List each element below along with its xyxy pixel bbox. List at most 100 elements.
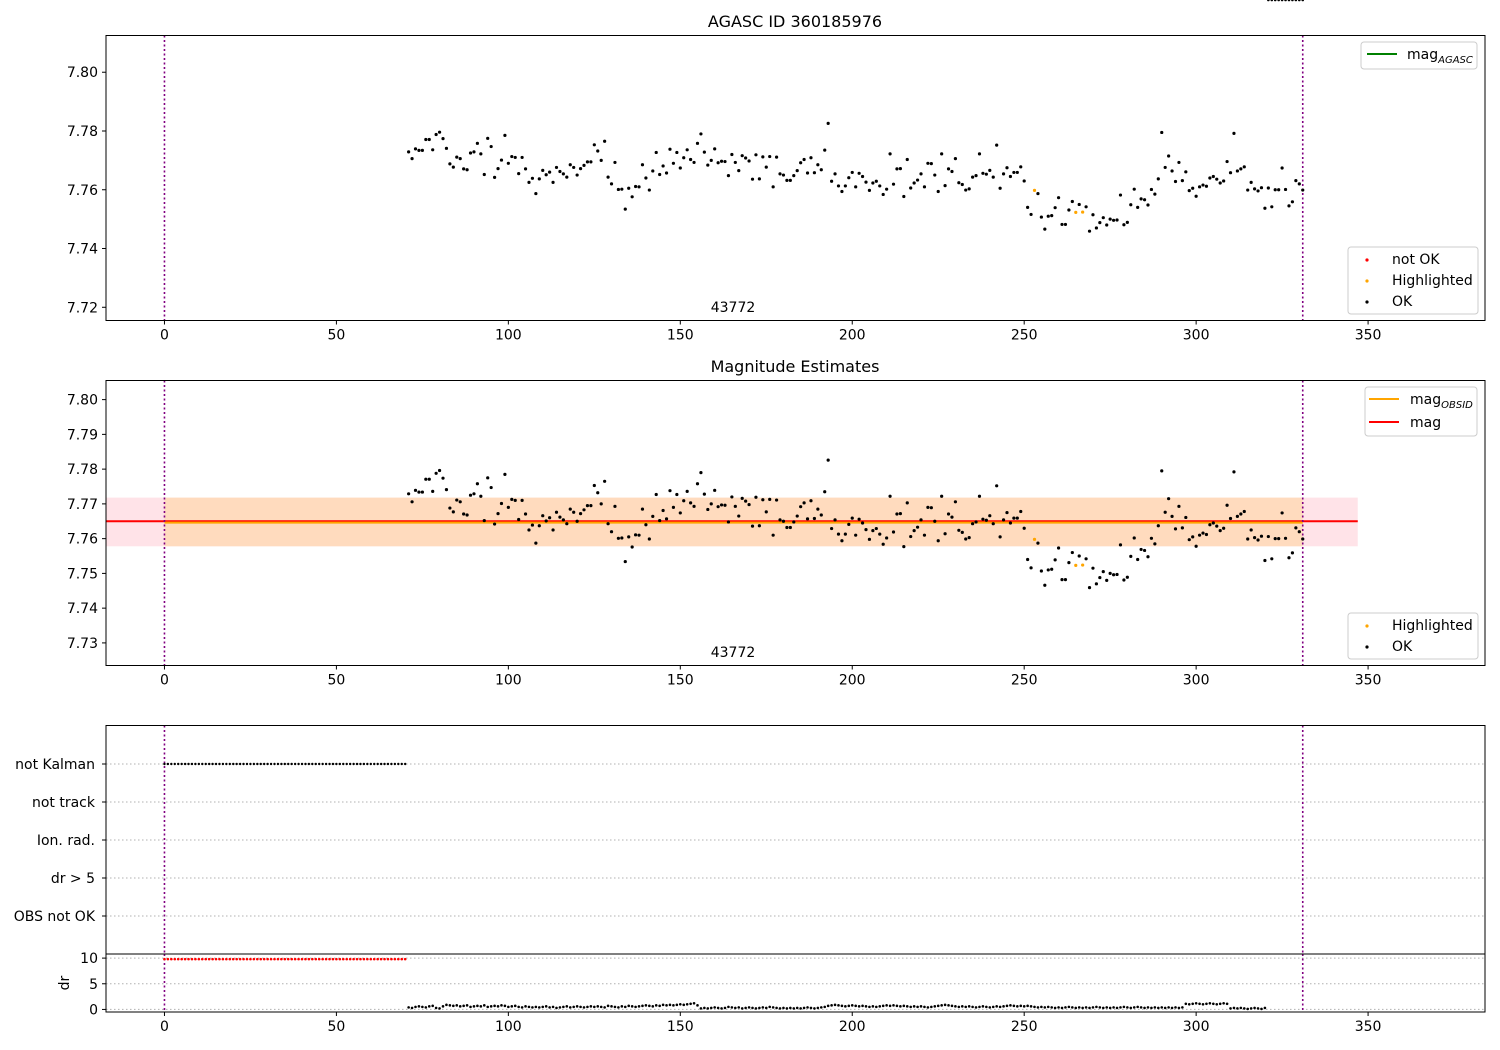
agasc-ok-point <box>1167 154 1171 158</box>
dr-point <box>565 1005 569 1008</box>
dr-not-kalman-point <box>211 957 214 961</box>
estimates-ok-point <box>750 524 755 528</box>
estimates-ok-point <box>1001 518 1006 522</box>
agasc-highlighted-point <box>1081 210 1085 214</box>
agasc-legend-mag-label: magAGASC <box>1407 47 1473 66</box>
estimates-ok-point <box>510 497 514 501</box>
not-kalman-flag-point <box>207 762 211 766</box>
estimates-legend-mag-label: mag <box>1410 415 1441 431</box>
agasc-ok-point <box>1287 204 1291 208</box>
estimates-ok-point <box>609 530 614 534</box>
agasc-ok-point <box>1125 220 1129 224</box>
dr-point <box>1277 0 1280 2</box>
dr-point <box>544 1005 548 1008</box>
dr-point <box>1126 1006 1129 1009</box>
dr-not-kalman-point <box>328 957 331 961</box>
not-kalman-flag-point <box>194 762 197 766</box>
agasc-ok-point <box>1239 167 1243 171</box>
estimates-ok-point <box>541 514 545 518</box>
agasc-ok-point <box>888 152 892 156</box>
dr-point <box>572 1005 575 1009</box>
agasc-xtick-label: 100 <box>495 328 522 344</box>
dr-point <box>771 1006 775 1009</box>
dr-point <box>682 1003 686 1007</box>
agasc-ok-point <box>609 182 614 186</box>
dr-point <box>723 1006 727 1010</box>
estimates-ok-point <box>960 530 964 534</box>
agasc-ok-point <box>592 143 596 147</box>
dr-point <box>795 1006 799 1010</box>
dr-point <box>919 1005 923 1008</box>
estimates-ok-point <box>1177 504 1181 508</box>
estimates-ok-point <box>1180 526 1184 530</box>
dr-point <box>1225 1002 1229 1006</box>
flag-label-dr-gt-5: dr > 5 <box>51 871 95 887</box>
dr-point <box>551 1005 555 1009</box>
agasc-ok-point <box>1098 221 1102 225</box>
agasc-ok-point <box>819 168 823 172</box>
estimates-ytick-label: 7.76 <box>67 532 98 548</box>
agasc-ok-point <box>737 169 741 173</box>
estimates-ok-point <box>950 515 954 519</box>
dr-point <box>974 1006 978 1009</box>
estimates-ok-point <box>1056 546 1061 550</box>
estimates-ok-point <box>489 485 493 490</box>
flag-label-not-kalman: not Kalman <box>15 757 95 773</box>
agasc-ok-point <box>492 175 497 180</box>
agasc-ok-point <box>812 171 817 175</box>
agasc-ok-point <box>1019 165 1023 169</box>
dr-point <box>878 1005 882 1008</box>
agasc-ok-point <box>1173 179 1178 184</box>
estimates-ok-point <box>1301 537 1305 541</box>
dr-point <box>985 1005 988 1009</box>
agasc-ok-point <box>596 149 600 153</box>
estimates-ytick-label: 7.80 <box>67 393 98 409</box>
estimates-ok-point <box>1283 536 1288 540</box>
agasc-xtick-label: 250 <box>1011 328 1038 344</box>
dr-point <box>861 1004 864 1008</box>
estimates-plot-area: 0 50 100 150 200 250 300 350 7.73 7.74 7.75 7.76 7.7… <box>67 380 1381 689</box>
estimates-ok-point <box>424 477 428 481</box>
dr-point <box>764 1006 768 1010</box>
dr-point <box>1218 1002 1222 1006</box>
agasc-ok-point <box>589 160 593 164</box>
estimates-ok-point <box>1046 568 1050 572</box>
dr-point <box>737 1006 741 1009</box>
agasc-xtick-label: 0 <box>160 328 169 344</box>
dr-not-kalman-point <box>283 957 287 961</box>
agasc-ok-point <box>410 157 414 161</box>
estimates-ok-point <box>1249 528 1253 532</box>
estimates-ok-point <box>1125 575 1129 579</box>
estimates-ok-point <box>943 532 947 536</box>
agasc-ok-point <box>510 154 514 159</box>
dr-point <box>599 1005 603 1009</box>
agasc-ok-point <box>833 172 837 176</box>
agasc-ok-point <box>444 146 449 150</box>
dr-point <box>991 1005 995 1009</box>
dr-point <box>665 1004 668 1007</box>
dr-point <box>1181 1006 1184 1009</box>
not-kalman-flag-point <box>287 762 290 766</box>
estimates-ok-point <box>1026 557 1030 562</box>
dr-point <box>871 1005 875 1008</box>
agasc-ok-point <box>647 188 651 192</box>
dr-not-kalman-point <box>221 957 225 961</box>
estimates-ok-point <box>1225 503 1229 507</box>
dr-point <box>940 1004 943 1007</box>
agasc-ok-point <box>1160 130 1164 135</box>
dr-not-kalman-point <box>190 957 194 961</box>
dr-point <box>1005 1004 1009 1008</box>
dr-point <box>1060 1006 1064 1010</box>
estimates-ok-point <box>1184 515 1188 520</box>
agasc-ok-point <box>891 182 896 186</box>
agasc-ok-point <box>929 162 933 166</box>
agasc-ok-point <box>1094 226 1099 230</box>
agasc-ok-point <box>850 170 854 175</box>
agasc-ytick-label: 7.80 <box>67 65 98 81</box>
estimates-ok-point <box>1084 557 1088 561</box>
agasc-ok-point <box>1005 166 1009 170</box>
agasc-ok-point <box>1184 170 1188 174</box>
estimates-ok-point <box>603 479 607 483</box>
agasc-ok-point <box>468 151 473 155</box>
estimates-ok-point <box>812 516 817 521</box>
